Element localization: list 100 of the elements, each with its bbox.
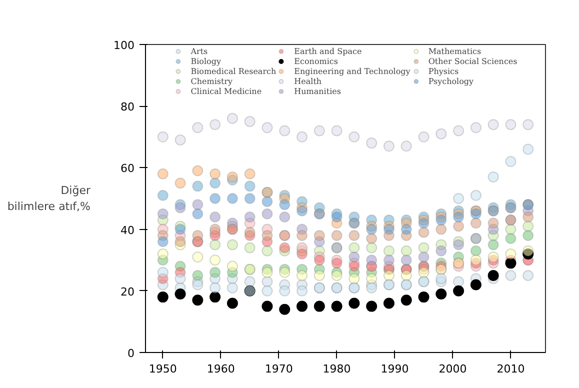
point xyxy=(210,254,221,266)
y-tick-label: 20 xyxy=(120,285,135,298)
point xyxy=(522,270,534,281)
point xyxy=(174,224,186,235)
point xyxy=(262,230,273,241)
point xyxy=(453,125,464,136)
point xyxy=(488,252,499,263)
point xyxy=(262,208,273,220)
point xyxy=(522,119,534,130)
point xyxy=(314,125,325,136)
point xyxy=(192,208,204,220)
point xyxy=(174,134,186,146)
point xyxy=(279,125,290,136)
point xyxy=(192,165,204,176)
point xyxy=(157,292,168,303)
point xyxy=(470,218,482,229)
point xyxy=(331,258,342,269)
point xyxy=(244,168,256,180)
point xyxy=(522,230,534,241)
point xyxy=(210,224,221,235)
y-tick-label: 60 xyxy=(120,162,135,176)
y-tick-label: 40 xyxy=(120,224,135,237)
point xyxy=(296,300,308,312)
point xyxy=(348,298,360,309)
point xyxy=(366,224,378,235)
point xyxy=(418,266,430,278)
point xyxy=(157,190,168,201)
point xyxy=(488,270,499,281)
point xyxy=(453,193,464,204)
point xyxy=(210,211,221,222)
point xyxy=(522,248,534,260)
point xyxy=(488,171,499,182)
point xyxy=(210,119,221,130)
point xyxy=(470,245,482,256)
point xyxy=(348,252,360,263)
point xyxy=(262,196,273,208)
point xyxy=(262,266,273,278)
point xyxy=(418,252,430,263)
point xyxy=(279,211,290,222)
point xyxy=(470,279,482,290)
point xyxy=(296,230,308,241)
point xyxy=(366,242,378,254)
point xyxy=(174,273,186,284)
point xyxy=(157,266,168,278)
point xyxy=(157,208,168,220)
point xyxy=(210,168,221,180)
point xyxy=(174,236,186,248)
point xyxy=(157,248,168,260)
point xyxy=(244,226,256,238)
point xyxy=(436,288,447,300)
point xyxy=(226,112,238,124)
point xyxy=(244,211,256,222)
point xyxy=(279,304,290,315)
point xyxy=(314,230,325,241)
x-tick-label: 1980 xyxy=(322,362,351,376)
point xyxy=(348,273,360,284)
point xyxy=(226,239,238,250)
point xyxy=(157,236,168,248)
point xyxy=(418,242,430,254)
point xyxy=(366,282,378,294)
point xyxy=(488,218,499,229)
point xyxy=(418,131,430,142)
point xyxy=(418,226,430,238)
point xyxy=(348,260,360,272)
legend-label: Arts xyxy=(190,46,209,56)
point xyxy=(331,300,342,312)
point xyxy=(453,239,464,250)
point xyxy=(262,285,273,296)
point xyxy=(348,242,360,254)
legend-label: Chemistry xyxy=(190,76,233,86)
x-tick-label: 1960 xyxy=(206,362,235,376)
legend-label: Clinical Medicine xyxy=(190,86,262,96)
point xyxy=(210,239,221,250)
point xyxy=(453,285,464,296)
point xyxy=(436,128,447,140)
point xyxy=(383,245,394,256)
legend-label: Psychology xyxy=(428,76,474,86)
y-tick-label: 0 xyxy=(128,347,134,360)
point xyxy=(296,248,308,260)
point xyxy=(366,233,378,244)
point xyxy=(488,239,499,250)
point xyxy=(331,125,342,136)
legend-label: Humanities xyxy=(294,86,341,96)
point xyxy=(436,224,447,235)
point xyxy=(192,270,204,281)
point xyxy=(210,178,221,189)
point xyxy=(174,178,186,189)
point xyxy=(244,180,256,192)
point xyxy=(470,254,482,266)
point xyxy=(505,270,516,281)
point xyxy=(174,202,186,214)
point xyxy=(400,224,412,235)
point xyxy=(366,138,378,149)
point xyxy=(296,131,308,142)
point xyxy=(331,211,342,222)
point xyxy=(366,273,378,284)
point xyxy=(279,266,290,278)
point xyxy=(244,242,256,254)
point xyxy=(244,193,256,204)
point xyxy=(348,131,360,142)
